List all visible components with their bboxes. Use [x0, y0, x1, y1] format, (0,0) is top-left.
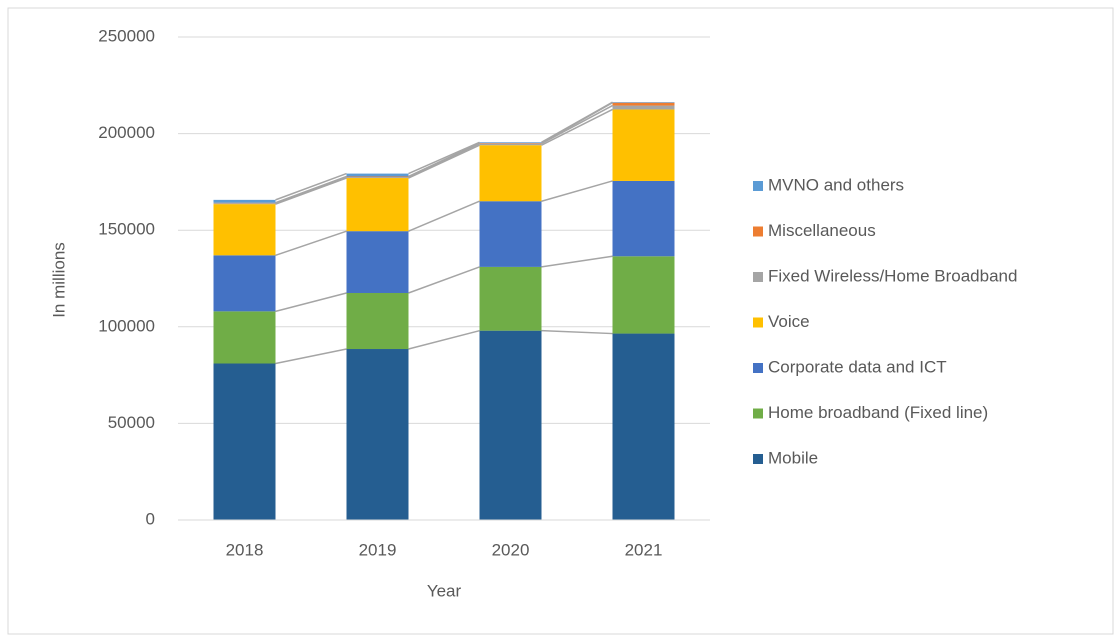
bar-segment [479, 143, 542, 144]
series-line [541, 329, 613, 335]
bar-segment [213, 255, 276, 312]
series-line [408, 329, 480, 350]
bar-segment [346, 349, 409, 520]
bar-segment [346, 177, 409, 179]
bar-segment [213, 204, 276, 256]
legend-label: Miscellaneous [768, 221, 876, 240]
y-tick-label: 150000 [98, 220, 155, 239]
bar-segment [346, 178, 409, 232]
bar-segment [612, 333, 675, 520]
y-axis-label: In millions [49, 242, 68, 318]
legend-swatch [753, 408, 763, 419]
series-line [541, 180, 613, 202]
x-tick-label: 2019 [359, 540, 397, 559]
legend-swatch [753, 363, 763, 373]
y-tick-label: 200000 [98, 123, 155, 142]
series-line [408, 200, 480, 232]
bar-segment [612, 180, 675, 257]
bar-segment [479, 143, 542, 146]
bar-segment [346, 292, 409, 350]
series-line [541, 108, 613, 146]
series-line [408, 141, 480, 175]
y-tick-label: 100000 [98, 316, 155, 335]
bar-segment [346, 231, 409, 293]
series-line [541, 255, 613, 268]
bar-segment [346, 173, 409, 177]
bar-segment [612, 102, 675, 106]
bar-segment [213, 203, 276, 205]
series-line [541, 104, 613, 145]
series-line [275, 230, 347, 257]
legend-label: Fixed Wireless/Home Broadband [768, 266, 1017, 285]
bar-segment [612, 256, 675, 334]
x-tick-label: 2021 [625, 540, 663, 559]
chart-frame [7, 7, 1114, 635]
series-line [408, 266, 480, 294]
bar-segment [346, 176, 409, 178]
y-tick-label: 0 [146, 509, 155, 528]
bar-segment [612, 105, 675, 110]
y-tick-label: 250000 [98, 26, 155, 45]
bar-segment [612, 102, 675, 103]
legend-label: MVNO and others [768, 175, 904, 194]
bar-segment [213, 363, 276, 520]
series-line [408, 142, 480, 178]
legend-label: Mobile [768, 448, 818, 467]
y-tick-label: 50000 [108, 413, 155, 432]
legend-label: Voice [768, 312, 810, 331]
legend-label: Home broadband (Fixed line) [768, 403, 988, 422]
bar-segment [479, 330, 542, 520]
bar-segment [612, 109, 675, 181]
legend-swatch [753, 226, 763, 237]
legend-swatch [753, 272, 763, 282]
bar-segment [213, 199, 276, 203]
series-line [275, 292, 347, 313]
x-tick-label: 2020 [492, 540, 530, 559]
series-line [408, 144, 480, 179]
legend-swatch [753, 317, 763, 328]
x-tick-label: 2018 [226, 540, 264, 559]
bar-segment [213, 311, 276, 364]
bar-segment [479, 266, 542, 331]
bar-segment [479, 145, 542, 202]
legend-swatch [753, 181, 763, 191]
series-line [275, 175, 347, 204]
series-line [275, 177, 347, 205]
series-line [275, 172, 347, 201]
bar-segment [479, 201, 542, 267]
bar-segment [479, 142, 542, 144]
legend-swatch [753, 454, 763, 464]
x-axis-label: Year [427, 581, 462, 600]
series-line [541, 101, 613, 143]
legend-label: Corporate data and ICT [768, 357, 947, 376]
series-line [275, 348, 347, 365]
